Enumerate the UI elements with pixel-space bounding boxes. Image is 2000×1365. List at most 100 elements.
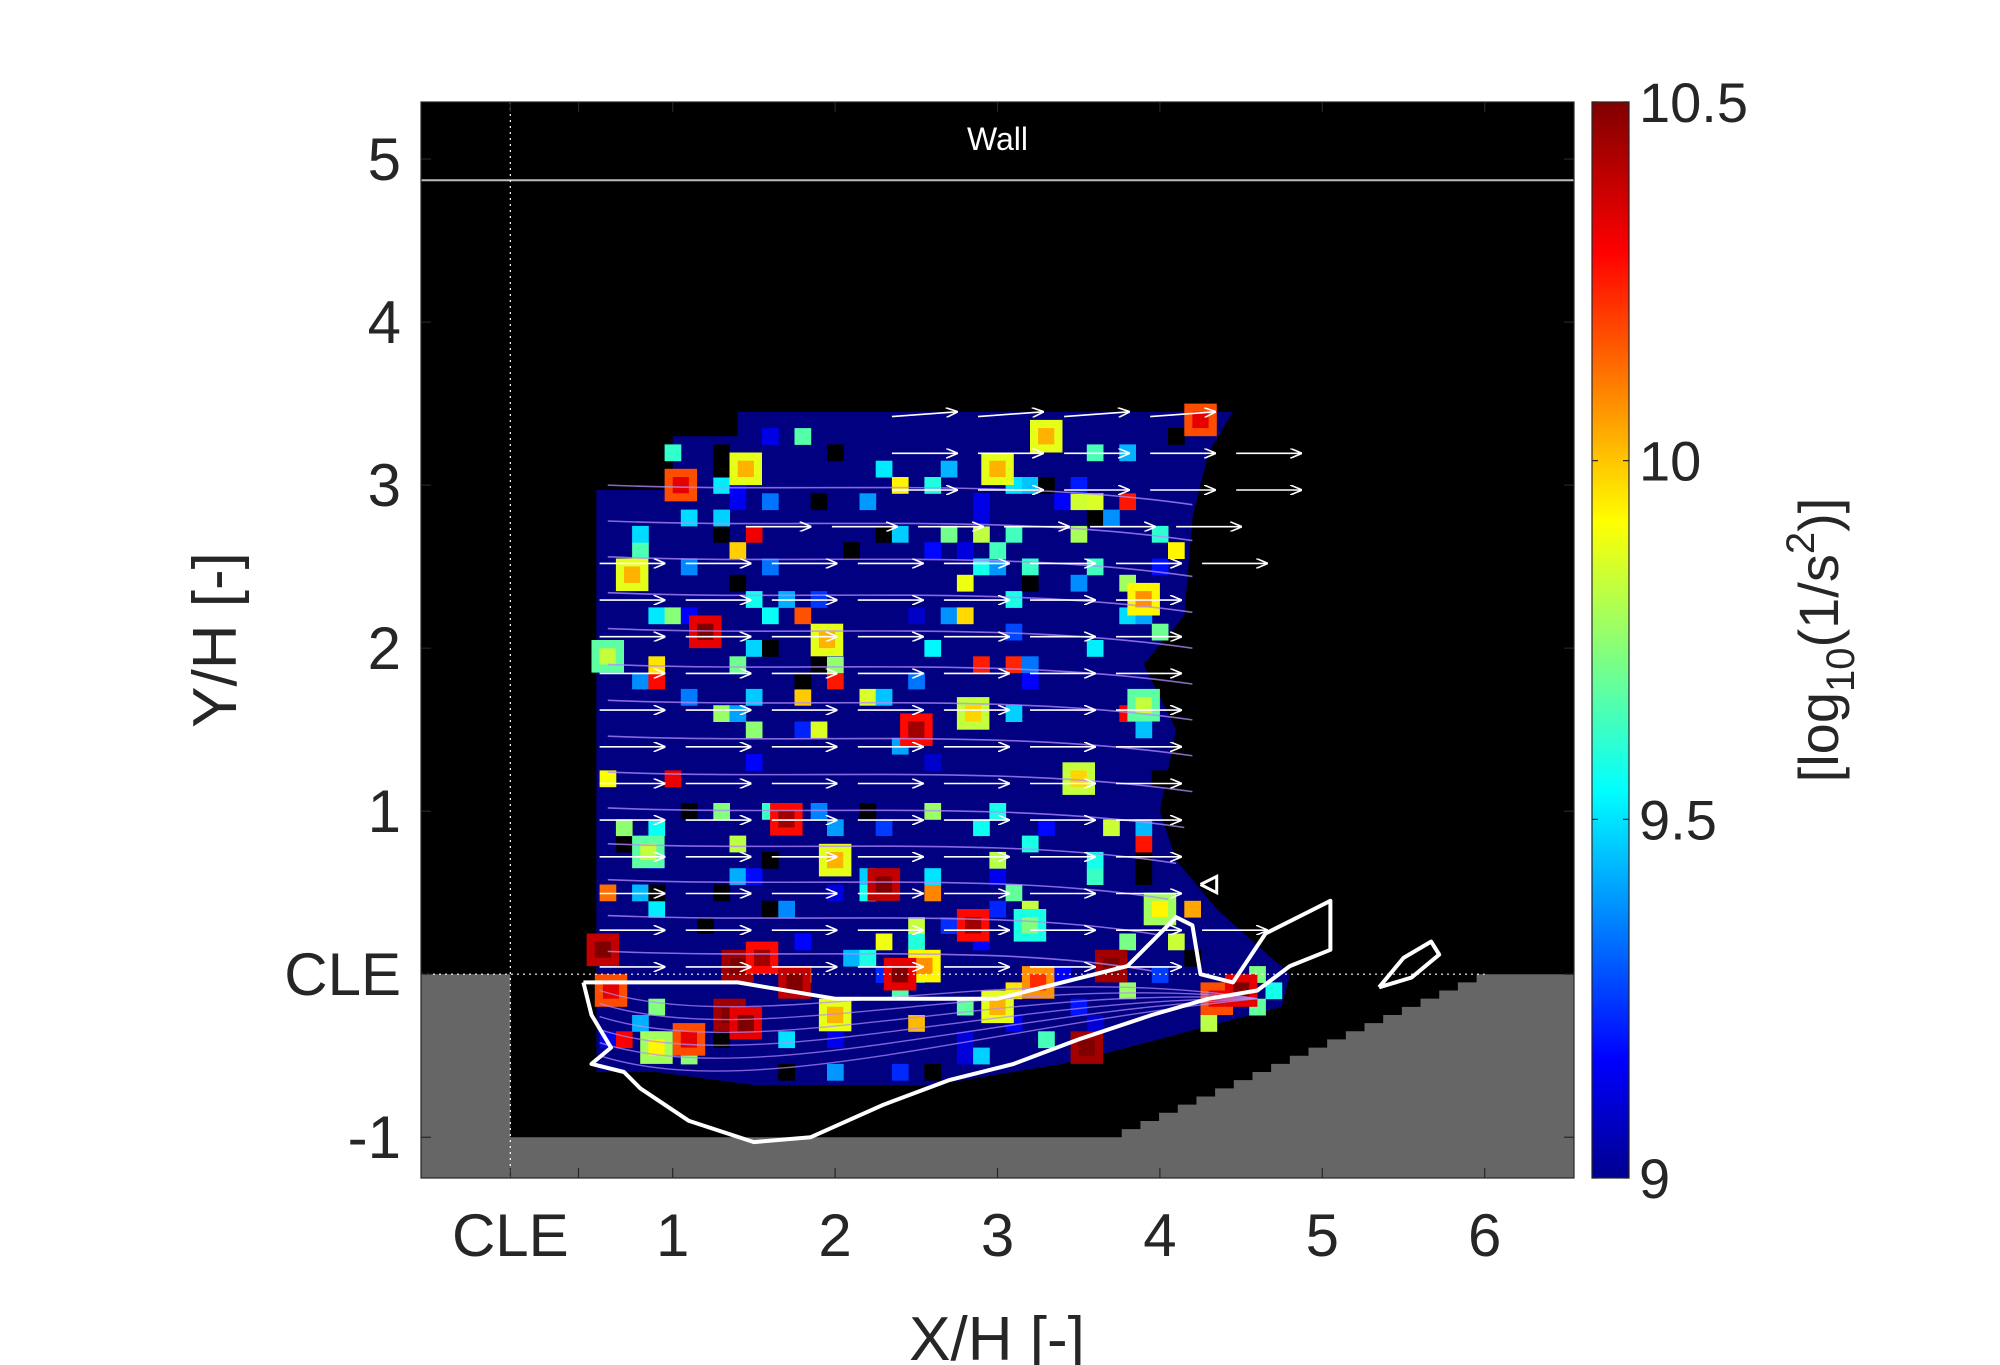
heat-cell bbox=[729, 656, 747, 674]
streamline bbox=[607, 556, 1193, 578]
y-tick-label: CLE bbox=[284, 941, 401, 1008]
heat-cell bbox=[1168, 542, 1185, 559]
heat-cell bbox=[648, 672, 666, 690]
streamline bbox=[607, 591, 1193, 614]
y-tick-label: 5 bbox=[368, 126, 401, 193]
heat-cell bbox=[729, 542, 747, 559]
heat-cell bbox=[827, 656, 844, 674]
heat-cell bbox=[989, 542, 1007, 559]
streamline bbox=[607, 842, 1177, 865]
heat-cell bbox=[810, 721, 828, 739]
heat-cell bbox=[908, 933, 925, 951]
heat-cell bbox=[1086, 868, 1104, 885]
y-tick-label: 2 bbox=[368, 615, 401, 682]
heat-cell bbox=[762, 607, 779, 625]
heat-cell bbox=[1021, 672, 1039, 690]
heat-cell bbox=[745, 688, 763, 706]
heat-cell bbox=[940, 525, 958, 543]
colorbar-tick-label: 9.5 bbox=[1639, 788, 1717, 851]
heat-cell bbox=[875, 819, 893, 837]
heat-hotspot-core bbox=[818, 631, 836, 649]
heat-cell bbox=[762, 493, 779, 511]
heat-cell bbox=[664, 607, 682, 625]
heat-hotspot-core bbox=[875, 876, 892, 893]
heat-cell bbox=[1005, 705, 1023, 722]
heat-cell bbox=[745, 721, 763, 739]
heat-cell bbox=[664, 770, 682, 788]
heat-cell bbox=[632, 1015, 649, 1032]
heat-cell bbox=[713, 509, 730, 527]
heat-cell bbox=[1021, 835, 1039, 853]
heat-cell bbox=[778, 900, 795, 918]
heat-cell bbox=[924, 868, 942, 885]
heat-hotspot-core bbox=[737, 1015, 754, 1032]
heat-cell bbox=[924, 1063, 942, 1081]
streamline bbox=[607, 950, 1152, 972]
velocity-vectors bbox=[599, 412, 1302, 967]
heat-hotspot-core bbox=[827, 1006, 844, 1024]
heat-cell bbox=[648, 900, 666, 918]
heat-cell bbox=[1184, 900, 1201, 918]
heat-hotspot-core bbox=[599, 648, 616, 665]
heat-hotspot-core bbox=[1078, 1039, 1095, 1056]
heat-cell bbox=[615, 1031, 633, 1049]
heat-cell bbox=[1021, 574, 1039, 592]
recirculation-streamline bbox=[599, 997, 1258, 1046]
streamline bbox=[607, 699, 1193, 721]
heat-hotspot-core bbox=[1151, 900, 1168, 918]
streamline bbox=[607, 484, 1193, 506]
heat-cell bbox=[810, 656, 828, 674]
streamline bbox=[607, 627, 1193, 649]
heat-cell bbox=[762, 640, 779, 657]
heat-cell bbox=[827, 819, 844, 837]
streamline bbox=[607, 735, 1193, 757]
x-tick-label: 2 bbox=[818, 1202, 851, 1269]
heat-cell bbox=[1103, 819, 1120, 837]
heat-cell bbox=[1135, 721, 1153, 739]
heat-cell bbox=[891, 525, 909, 543]
heat-cell bbox=[615, 819, 633, 837]
heat-cell bbox=[1135, 819, 1153, 837]
heat-cell bbox=[859, 803, 877, 820]
heat-cell bbox=[713, 444, 730, 462]
heat-hotspot-core bbox=[697, 623, 714, 640]
streamline bbox=[607, 663, 1193, 685]
heat-cell bbox=[1151, 623, 1169, 641]
heat-cell bbox=[924, 477, 942, 494]
streamline bbox=[607, 520, 1193, 542]
heat-cell bbox=[1005, 525, 1023, 543]
heat-cell bbox=[1200, 1015, 1218, 1032]
heat-cell bbox=[1070, 525, 1088, 543]
heat-cell bbox=[924, 640, 942, 657]
heat-hotspot-core bbox=[989, 460, 1006, 477]
heat-cell bbox=[827, 1063, 844, 1081]
heat-hotspot-core bbox=[989, 998, 1006, 1015]
heat-cell bbox=[859, 688, 877, 706]
colorbar-label: [log10(1/s2)] bbox=[1779, 498, 1863, 783]
x-tick-label: 5 bbox=[1306, 1202, 1339, 1269]
heat-cell bbox=[875, 933, 893, 951]
colorbar-ticks: 9 9.5 10 10.5 bbox=[1592, 71, 1748, 1210]
colorbar-tick-label: 9 bbox=[1639, 1147, 1670, 1210]
heat-cell bbox=[648, 656, 666, 674]
heat-cell bbox=[1135, 835, 1153, 853]
heat-cell bbox=[1054, 966, 1071, 983]
heat-cell bbox=[956, 1047, 974, 1065]
heat-cell bbox=[1265, 982, 1283, 1000]
heat-cell bbox=[1086, 1015, 1104, 1032]
heat-cell bbox=[843, 542, 860, 559]
heat-cell bbox=[1070, 574, 1088, 592]
heat-cell bbox=[1168, 428, 1185, 445]
streamline bbox=[607, 771, 1193, 793]
heat-cell bbox=[794, 721, 812, 739]
heat-cell bbox=[745, 640, 763, 657]
heat-cell bbox=[1038, 819, 1055, 837]
heat-cell bbox=[794, 607, 812, 625]
wall-label: Wall bbox=[967, 121, 1028, 157]
heat-cell bbox=[1119, 933, 1136, 951]
heat-cell bbox=[908, 672, 925, 690]
heat-cell bbox=[1151, 525, 1169, 543]
y-axis-title: Y/H [-] bbox=[181, 552, 250, 728]
downstream-contour bbox=[1377, 939, 1442, 990]
contour-lines bbox=[581, 873, 1442, 1145]
